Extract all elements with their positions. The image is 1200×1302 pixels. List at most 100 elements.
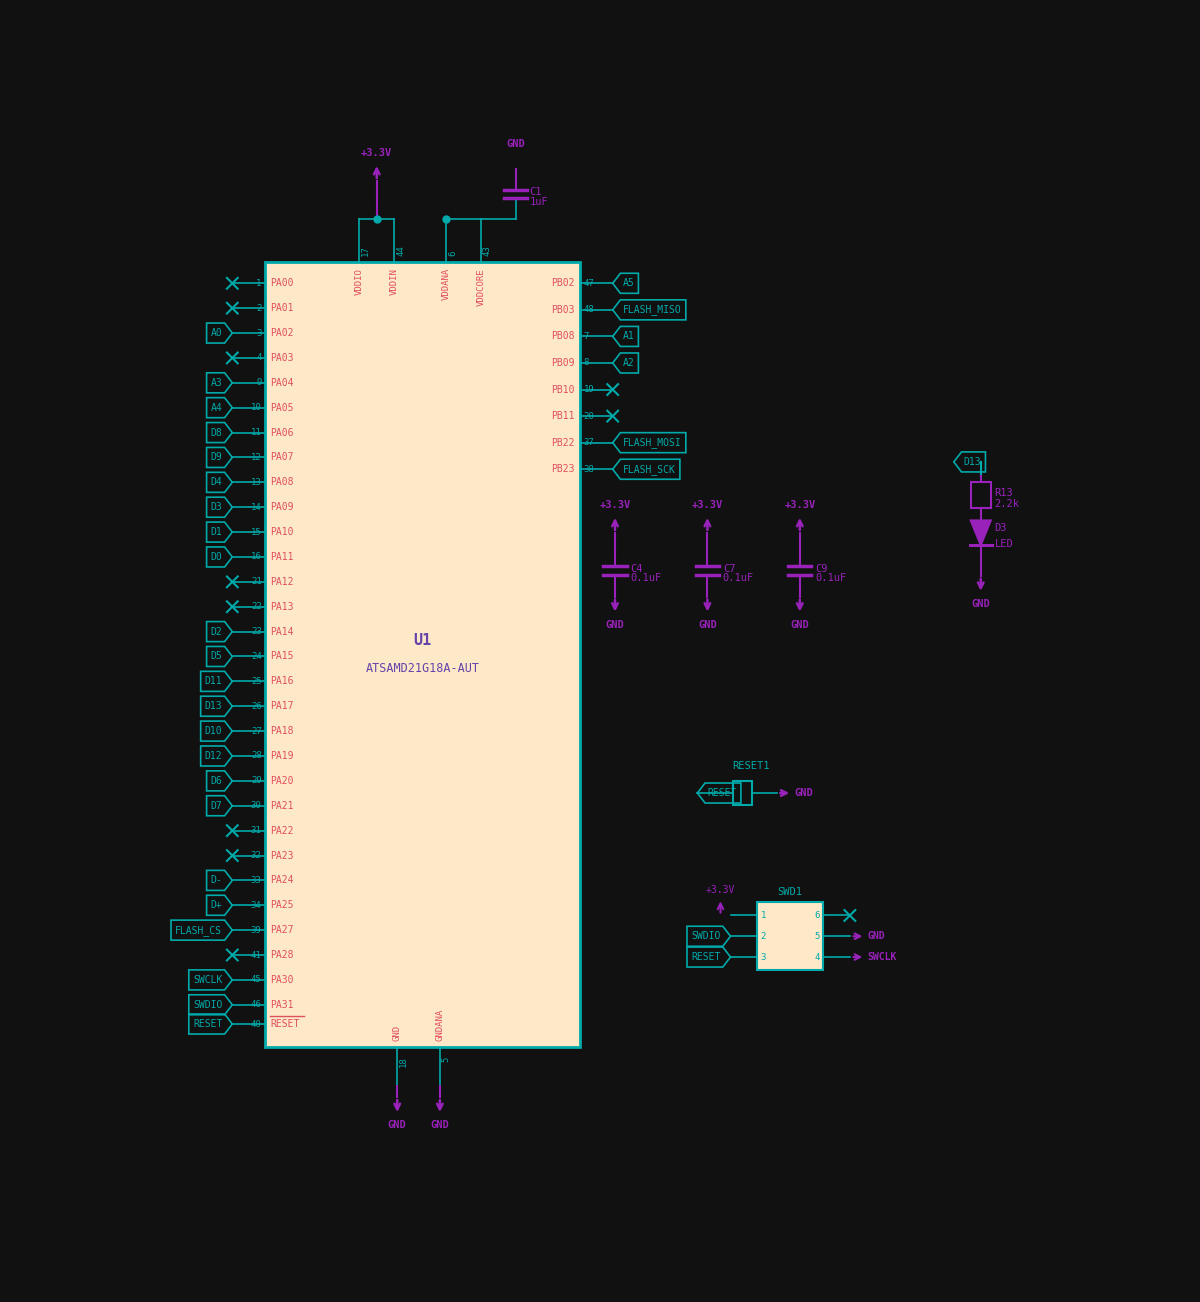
Text: PA02: PA02 xyxy=(270,328,294,339)
Text: 39: 39 xyxy=(251,926,262,935)
Text: FLASH_MISO: FLASH_MISO xyxy=(623,305,682,315)
Polygon shape xyxy=(971,521,991,546)
Text: 29: 29 xyxy=(251,776,262,785)
Text: PA24: PA24 xyxy=(270,875,294,885)
Text: 47: 47 xyxy=(583,279,594,288)
Text: D2: D2 xyxy=(210,626,222,637)
Text: PA18: PA18 xyxy=(270,727,294,736)
Text: 41: 41 xyxy=(251,950,262,960)
Text: 31: 31 xyxy=(251,827,262,835)
Text: A2: A2 xyxy=(623,358,635,368)
Text: GND: GND xyxy=(791,620,809,630)
Text: 11: 11 xyxy=(251,428,262,437)
Text: PB09: PB09 xyxy=(552,358,575,368)
Text: D8: D8 xyxy=(210,427,222,437)
Text: PA03: PA03 xyxy=(270,353,294,363)
Text: PA20: PA20 xyxy=(270,776,294,786)
Text: 4: 4 xyxy=(815,953,820,962)
Text: 5: 5 xyxy=(442,1056,451,1061)
Text: PA10: PA10 xyxy=(270,527,294,538)
Text: PA06: PA06 xyxy=(270,427,294,437)
Text: PA17: PA17 xyxy=(270,702,294,711)
Text: PA30: PA30 xyxy=(270,975,294,984)
Text: D4: D4 xyxy=(210,478,222,487)
Text: GND: GND xyxy=(698,620,716,630)
Text: RESET: RESET xyxy=(708,788,737,798)
Text: 32: 32 xyxy=(251,852,262,861)
Text: 13: 13 xyxy=(251,478,262,487)
Text: 23: 23 xyxy=(251,628,262,637)
Text: SWDIO: SWDIO xyxy=(691,931,720,941)
Text: PB03: PB03 xyxy=(552,305,575,315)
Text: 2: 2 xyxy=(256,303,262,312)
Text: C7: C7 xyxy=(722,564,736,574)
Text: 0.1uF: 0.1uF xyxy=(722,573,754,583)
Text: 16: 16 xyxy=(251,552,262,561)
Text: 25: 25 xyxy=(251,677,262,686)
Text: 19: 19 xyxy=(583,385,594,395)
Text: 0.1uF: 0.1uF xyxy=(815,573,846,583)
Text: PA14: PA14 xyxy=(270,626,294,637)
Text: 2.2k: 2.2k xyxy=(995,499,1020,509)
Text: PA31: PA31 xyxy=(270,1000,294,1010)
Text: 0.1uF: 0.1uF xyxy=(630,573,661,583)
Text: D+: D+ xyxy=(210,900,222,910)
Text: A3: A3 xyxy=(210,378,222,388)
Text: +3.3V: +3.3V xyxy=(706,884,736,894)
Text: PA15: PA15 xyxy=(270,651,294,661)
Text: PA13: PA13 xyxy=(270,602,294,612)
Text: GND: GND xyxy=(868,931,886,941)
Text: PA28: PA28 xyxy=(270,950,294,960)
Text: 44: 44 xyxy=(396,245,406,255)
Text: D9: D9 xyxy=(210,452,222,462)
Text: D3: D3 xyxy=(210,503,222,512)
Text: PA21: PA21 xyxy=(270,801,294,811)
FancyBboxPatch shape xyxy=(971,482,991,508)
Text: LED: LED xyxy=(995,539,1013,548)
Text: 1uF: 1uF xyxy=(529,198,548,207)
Text: GND: GND xyxy=(388,1120,407,1130)
Text: GND: GND xyxy=(431,1120,449,1130)
Text: 22: 22 xyxy=(251,603,262,611)
Text: 34: 34 xyxy=(251,901,262,910)
Text: 30: 30 xyxy=(251,801,262,810)
Text: 10: 10 xyxy=(251,404,262,413)
Text: U1: U1 xyxy=(413,633,432,648)
Text: C4: C4 xyxy=(630,564,643,574)
Text: +3.3V: +3.3V xyxy=(599,500,631,509)
Text: PB02: PB02 xyxy=(552,279,575,288)
Text: GND: GND xyxy=(606,620,624,630)
Text: 1: 1 xyxy=(256,279,262,288)
Text: D13: D13 xyxy=(205,702,222,711)
Text: 5: 5 xyxy=(815,932,820,941)
FancyBboxPatch shape xyxy=(757,902,823,970)
Text: +3.3V: +3.3V xyxy=(361,148,392,158)
FancyBboxPatch shape xyxy=(733,781,752,806)
Text: D-: D- xyxy=(210,875,222,885)
Text: FLASH_SCK: FLASH_SCK xyxy=(623,464,676,475)
Text: 7: 7 xyxy=(583,332,589,341)
Text: PA09: PA09 xyxy=(270,503,294,512)
Text: PA11: PA11 xyxy=(270,552,294,562)
Text: SWD1: SWD1 xyxy=(778,887,803,897)
Text: D6: D6 xyxy=(210,776,222,786)
Text: 45: 45 xyxy=(251,975,262,984)
Text: SWDIO: SWDIO xyxy=(193,1000,222,1010)
Text: 6: 6 xyxy=(448,250,457,255)
Text: 28: 28 xyxy=(251,751,262,760)
Text: PB08: PB08 xyxy=(552,332,575,341)
Text: +3.3V: +3.3V xyxy=(784,500,816,509)
Text: VDDANA: VDDANA xyxy=(442,268,451,301)
Text: 38: 38 xyxy=(583,465,594,474)
Text: PA25: PA25 xyxy=(270,900,294,910)
Text: PA22: PA22 xyxy=(270,825,294,836)
Text: PA19: PA19 xyxy=(270,751,294,760)
Text: GND: GND xyxy=(971,599,990,609)
Text: PA01: PA01 xyxy=(270,303,294,314)
Text: 46: 46 xyxy=(251,1000,262,1009)
Text: A4: A4 xyxy=(210,402,222,413)
Text: PA05: PA05 xyxy=(270,402,294,413)
Text: 8: 8 xyxy=(583,358,589,367)
Text: PA12: PA12 xyxy=(270,577,294,587)
Text: D11: D11 xyxy=(205,676,222,686)
